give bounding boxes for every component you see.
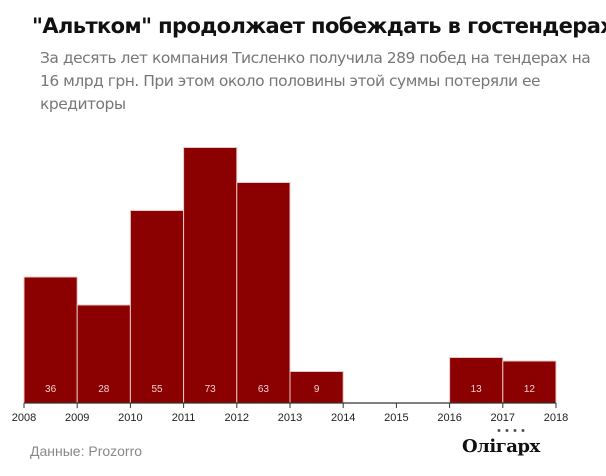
chart-title: "Альтком" продолжает побеждать в гостенд… [32, 14, 606, 38]
x-tick-label-2011: 2011 [172, 412, 196, 424]
bar-2016 [449, 357, 504, 404]
x-tick-label-2016: 2016 [437, 412, 461, 424]
data-label-2017: 12 [524, 384, 536, 395]
data-label-2012: 63 [258, 384, 270, 395]
oligarkh-logo: Олігарх [462, 436, 540, 457]
x-tick-label-2017: 2017 [491, 412, 515, 424]
data-source: Данные: Prozorro [30, 443, 143, 459]
x-tick-label-2014: 2014 [331, 412, 355, 424]
x-tick-label-2010: 2010 [118, 412, 142, 424]
bar-2008 [23, 276, 78, 404]
chart-subtitle: За десять лет компания Тисленко получила… [40, 49, 591, 113]
x-tick-label-2008: 2008 [12, 412, 36, 424]
bar-2010 [129, 210, 185, 404]
logo-dots [497, 429, 525, 432]
bar-2017 [502, 360, 557, 404]
data-label-2010: 55 [151, 384, 163, 395]
x-tick-label-2009: 2009 [65, 412, 89, 424]
data-label-2013: 9 [314, 384, 320, 395]
bar-2013 [289, 371, 344, 404]
data-label-2011: 73 [205, 384, 217, 395]
bar-2011 [183, 147, 238, 404]
x-tick-label-2015: 2015 [384, 412, 408, 424]
data-label-2016: 13 [471, 384, 483, 395]
data-label-2009: 28 [98, 384, 110, 395]
x-tick-label-2018: 2018 [544, 412, 568, 424]
x-tick-label-2013: 2013 [278, 412, 302, 424]
x-tick-label-2012: 2012 [225, 412, 249, 424]
bar-2012 [236, 182, 291, 404]
bar-2009 [76, 304, 131, 404]
data-label-2008: 36 [45, 384, 57, 395]
